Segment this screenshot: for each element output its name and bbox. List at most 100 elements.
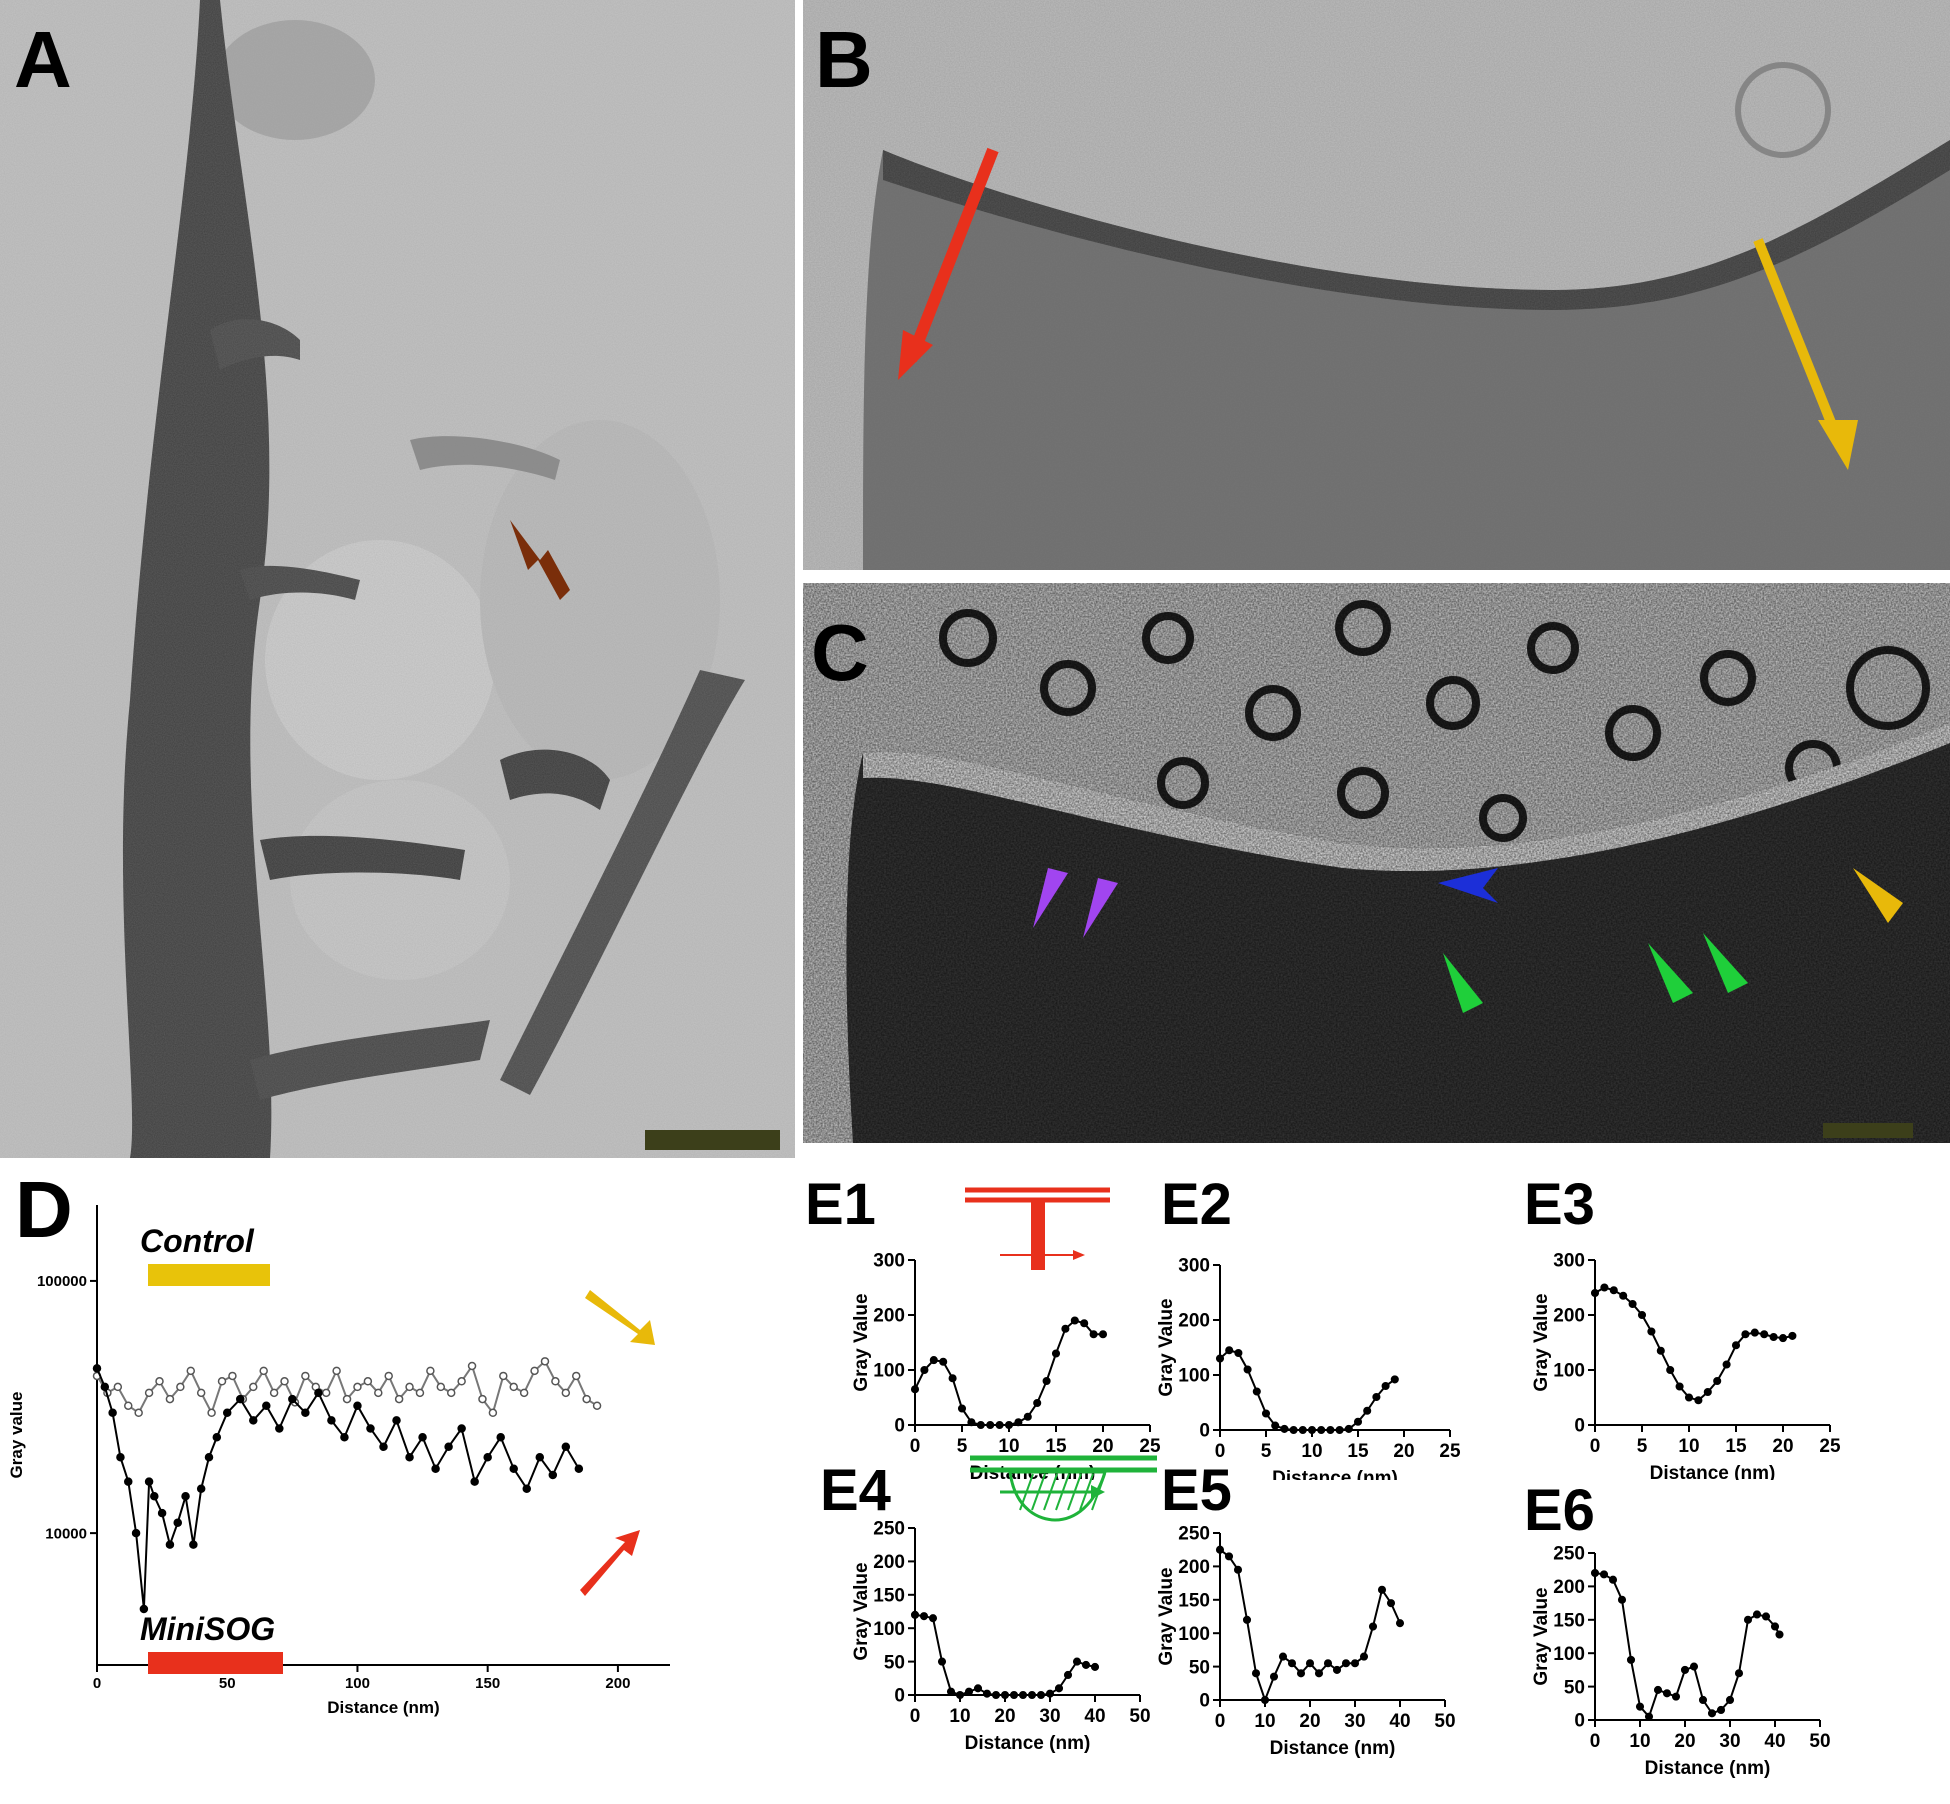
e4-series-0-point [1036, 1690, 1046, 1700]
e2-series-0-point [1234, 1348, 1243, 1358]
e3-x-tick-label: 20 [1772, 1436, 1793, 1457]
e1-series-0-point [1061, 1324, 1070, 1333]
e2-series-0-point [1326, 1425, 1335, 1435]
d-series-minisog-point [275, 1424, 284, 1433]
arrowhead-blue [1438, 868, 1498, 903]
e2-series-0-point [1271, 1421, 1280, 1430]
e2-x-axis-label: Distance (nm) [1272, 1468, 1398, 1480]
panel-e5: E5 0 10 20 30 40 50 0 50 100 150 200 250 Distance (n… [1155, 1440, 1555, 1804]
panel-label-e5: E5 [1161, 1458, 1232, 1523]
e1-x-tick-label: 0 [910, 1436, 921, 1457]
d-series-minisog-point [262, 1401, 271, 1410]
panel-e6: E6 0 10 20 30 40 50 0 50 100 150 200 250 Distance (n… [1520, 1440, 1950, 1804]
e1-series-0-point [957, 1404, 967, 1413]
d-series-control-point [249, 1382, 258, 1392]
e2-series-0-point [1298, 1425, 1307, 1435]
d-series-minisog-point [222, 1408, 232, 1418]
panel-label-a: A [14, 15, 72, 104]
e4-y-tick-label: 200 [873, 1552, 905, 1573]
panel-e4: E4 0 10 20 30 40 50 0 50 100 150 200 250 Distance (n… [805, 1440, 1185, 1804]
e6-series-0-point [1680, 1665, 1690, 1674]
e3-series-0-point [1741, 1330, 1750, 1339]
e5-series-0-point [1395, 1619, 1405, 1628]
e6-y-tick-label: 200 [1553, 1577, 1585, 1598]
d-series-control-point [582, 1394, 591, 1404]
panel-b: B [803, 0, 1950, 570]
arrow-yellow-d [585, 1290, 655, 1345]
e6-series-0-point [1644, 1712, 1654, 1721]
d-series-minisog-point [392, 1416, 401, 1425]
d-series-minisog-point [288, 1394, 297, 1404]
e1-series-0-point [1051, 1349, 1061, 1358]
d-series-control-point [394, 1394, 404, 1404]
e5-series-0-point [1287, 1659, 1297, 1668]
e3-series-0-point [1722, 1360, 1731, 1369]
d-series-minisog-point [561, 1442, 571, 1452]
e6-series-0-point [1734, 1669, 1744, 1678]
e1-series-0-point [995, 1420, 1004, 1430]
e2-series-0-point [1353, 1417, 1363, 1426]
e3-series-0-point [1637, 1310, 1647, 1320]
e4-y-tick-label: 150 [873, 1585, 905, 1606]
d-series-control-point [196, 1388, 206, 1398]
e4-schematic-arrowhead [1091, 1485, 1105, 1499]
d-series-minisog-point [483, 1452, 492, 1462]
e5-series-0-point [1323, 1659, 1333, 1668]
e3-series-0-point [1713, 1376, 1722, 1386]
e3-series-0-point [1703, 1387, 1712, 1397]
d-series-minisog-point [189, 1540, 198, 1549]
d-series-control-point [321, 1388, 331, 1398]
scale-bar-c [1823, 1123, 1913, 1138]
e5-y-tick-label: 150 [1178, 1590, 1210, 1611]
d-series-control-point [436, 1382, 446, 1392]
e5-series-0-point [1377, 1585, 1387, 1594]
e6-series-0-point [1770, 1622, 1780, 1631]
e1-series-0-point [1014, 1418, 1023, 1427]
d-series-control-point [488, 1408, 498, 1418]
e1-series-0-point [1089, 1330, 1098, 1339]
panel-e3: E3 0 5 10 15 20 25 0 100 200 300 Distance (nm) Gray… [1520, 1160, 1950, 1481]
d-x-axis-label: Distance (nm) [327, 1698, 439, 1717]
d-x-tick-label: 200 [605, 1675, 630, 1692]
e2-series-0-point [1372, 1392, 1381, 1402]
d-series-control-point [519, 1388, 529, 1398]
d-series-minisog-line [96, 1368, 580, 1610]
e4-series-0-point [982, 1689, 992, 1698]
e3-series-0-point [1609, 1286, 1618, 1295]
e5-series-0-point [1341, 1659, 1351, 1668]
chart-e2: 0 5 10 15 20 25 0 100 200 300 Distance (nm) Gray Va… [1156, 1256, 1461, 1480]
e1-x-tick-label: 20 [1092, 1436, 1113, 1457]
e2-x-tick-label: 15 [1347, 1441, 1369, 1462]
e6-series-0-point [1608, 1575, 1618, 1584]
e1-schematic-stem [1031, 1200, 1045, 1270]
e5-series-0-point [1215, 1545, 1225, 1554]
e2-series-0-point [1215, 1354, 1225, 1363]
d-x-tick-label: 100 [345, 1675, 370, 1692]
e6-series-0-point [1716, 1705, 1726, 1715]
d-series-minisog-point [249, 1416, 258, 1425]
d-y-tick-label: 100000 [37, 1273, 87, 1290]
e5-y-axis-label: Gray Value [1156, 1567, 1177, 1665]
e5-series-0-point [1305, 1659, 1315, 1668]
e4-series-0-point [964, 1687, 974, 1696]
chart-d: 0 50 100 150 200 10000 100000 Distance (nm) Gray… [7, 1205, 670, 1717]
e4-series-0-point [937, 1657, 947, 1666]
e3-series-0-point [1694, 1396, 1703, 1405]
e6-x-tick-label: 50 [1809, 1731, 1830, 1752]
e6-y-tick-label: 0 [1574, 1711, 1585, 1732]
e1-series-0-point [920, 1365, 929, 1375]
e2-series-0-point [1289, 1425, 1298, 1435]
e5-y-tick-label: 0 [1199, 1691, 1210, 1712]
e3-x-tick-label: 0 [1590, 1436, 1601, 1457]
d-series-control-point [228, 1371, 237, 1381]
e4-series-0-point [910, 1610, 920, 1619]
e1-y-tick-label: 200 [873, 1306, 905, 1327]
d-series-minisog-point [535, 1452, 545, 1462]
e2-series-0-point [1317, 1425, 1326, 1435]
e2-series-0-point [1261, 1409, 1271, 1418]
d-series-minisog-point [366, 1424, 375, 1433]
panel-d: D 0 50 100 150 200 10000 100000 Distance (nm) Gr… [0, 1160, 820, 1804]
e1-x-tick-label: 15 [1045, 1436, 1067, 1457]
e4-x-tick-label: 40 [1084, 1706, 1105, 1727]
d-series-control-point [301, 1371, 310, 1381]
